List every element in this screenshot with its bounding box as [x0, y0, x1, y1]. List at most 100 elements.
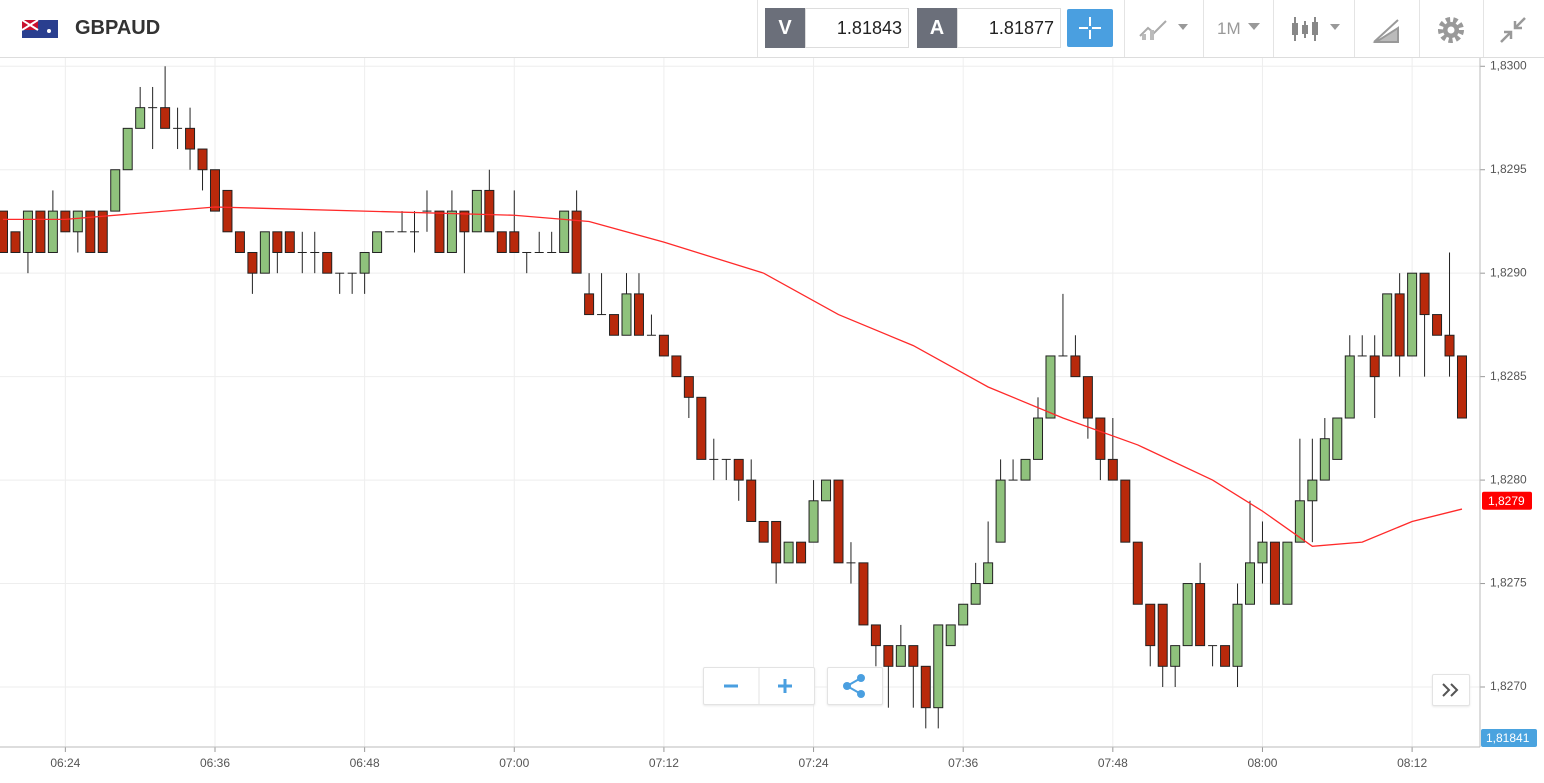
candle-body [1294, 500, 1305, 543]
sell-button[interactable]: V [765, 8, 805, 48]
last-price-marker [1482, 491, 1532, 510]
candle-body [621, 293, 632, 336]
candle-body [796, 541, 807, 564]
candle-body [297, 251, 307, 253]
y-tick-label: 1,8285 [1490, 369, 1527, 383]
flag-icon [22, 20, 58, 38]
candle-body [1008, 479, 1018, 481]
candle-body [597, 314, 607, 316]
candle-body [1332, 417, 1343, 460]
candle-body [1120, 479, 1131, 543]
candle-body [1107, 458, 1118, 481]
candle-body [858, 562, 869, 626]
candle-body [995, 479, 1006, 543]
candle-body [1456, 355, 1467, 419]
candle-body [197, 148, 208, 171]
candle-body [185, 127, 196, 150]
toolbar: GBPAUD V 1.81843 A 1.81877 1M [0, 0, 1544, 58]
timeframe-button[interactable]: 1M [1217, 19, 1241, 38]
candle-body [584, 293, 595, 316]
candle-body [385, 231, 395, 233]
candle-body [958, 603, 969, 626]
collapse-button[interactable] [1498, 15, 1528, 45]
candle-body [671, 355, 682, 378]
candle-body [970, 583, 981, 605]
x-tick-label: 06:36 [200, 756, 230, 770]
candle-body [372, 231, 383, 253]
bid-label: 1,81841 [1486, 731, 1530, 745]
candle-body [72, 210, 83, 233]
candle-body [10, 231, 21, 253]
candle-body [310, 251, 320, 253]
x-tick-label: 08:00 [1247, 756, 1277, 770]
candle-body [135, 107, 146, 129]
candle-body [1444, 334, 1455, 357]
candle-body [496, 231, 507, 253]
candle-body [571, 210, 582, 274]
candle-body [47, 210, 58, 253]
candle-type-button[interactable] [1290, 14, 1346, 44]
settings-button[interactable] [1436, 15, 1466, 45]
x-tick-label: 08:12 [1397, 756, 1427, 770]
candle-body [322, 251, 333, 274]
candle-body [534, 251, 544, 253]
y-tick-label: 1,8290 [1490, 265, 1527, 279]
candle-body [148, 107, 158, 109]
candle-body [272, 231, 283, 253]
candle-body [122, 127, 133, 171]
last-price-label: 1,8279 [1488, 494, 1525, 508]
x-tick-label: 06:24 [50, 756, 80, 770]
buy-price: 1.81877 [957, 8, 1061, 48]
candle-body [933, 624, 944, 709]
candle-body [1095, 417, 1106, 460]
candle-body [1082, 376, 1093, 419]
candle-body [1132, 541, 1143, 605]
x-tick-label: 07:36 [948, 756, 978, 770]
candle-body [1394, 293, 1405, 357]
candle-body [1282, 541, 1293, 605]
share-button[interactable] [827, 667, 883, 705]
crosshair-button[interactable] [1067, 9, 1113, 47]
candle-body [1432, 314, 1443, 336]
candle-body [1232, 603, 1243, 667]
candle-body [758, 520, 769, 543]
x-tick-label: 07:00 [499, 756, 529, 770]
candle-body [833, 479, 844, 564]
candle-body [1407, 272, 1418, 357]
candle-body [522, 251, 532, 253]
candle-body [471, 189, 482, 233]
candle-body [1257, 541, 1268, 564]
candle-body [658, 334, 669, 357]
candle-body [683, 376, 694, 398]
candle-body [422, 210, 432, 212]
candle-body [721, 458, 731, 460]
candle-body [1307, 479, 1318, 502]
candle-body [771, 520, 782, 564]
divider [1419, 0, 1420, 57]
candle-body [247, 251, 258, 274]
candle-body [359, 251, 370, 274]
candle-body [1045, 355, 1056, 419]
x-tick-label: 06:48 [350, 756, 380, 770]
candle-body [97, 210, 108, 253]
candle-body [846, 562, 856, 564]
candle-body [459, 210, 470, 233]
y-tick-label: 1,8280 [1490, 472, 1527, 486]
scroll-right-button[interactable] [1432, 674, 1470, 706]
divider [1203, 0, 1204, 57]
candle-body [85, 210, 96, 253]
candle-body [908, 645, 919, 667]
chart-type-button[interactable] [1138, 16, 1194, 42]
candle-body [1070, 355, 1081, 378]
candle-body [1058, 355, 1068, 357]
buy-button[interactable]: A [917, 8, 957, 48]
x-tick-label: 07:24 [799, 756, 829, 770]
candle-body [1369, 355, 1380, 378]
candle-body [920, 665, 931, 709]
candle-body [347, 272, 357, 274]
drawing-tool-button[interactable] [1372, 16, 1402, 44]
candle-body [870, 624, 881, 647]
candle-body [783, 541, 794, 564]
